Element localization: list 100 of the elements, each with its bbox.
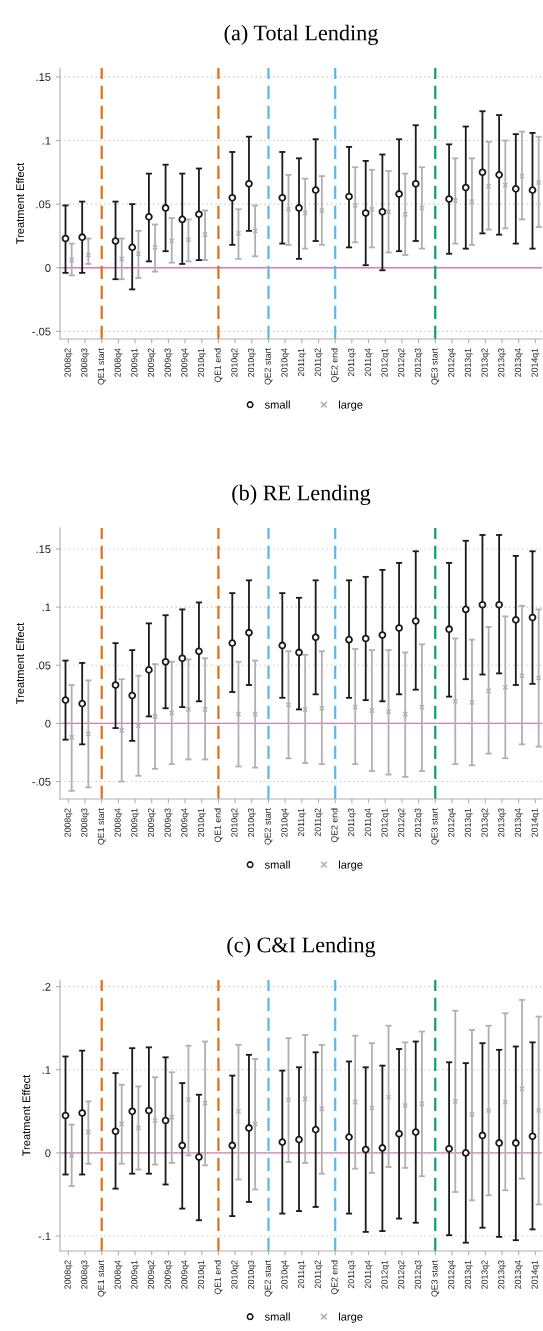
- legend-label: small: [264, 860, 290, 869]
- x-tick-label: 2012q2: [398, 348, 406, 377]
- x-tick-label: 2009q1: [131, 348, 140, 377]
- x-tick-label: 2011q1: [297, 808, 306, 837]
- x-tick-label: 2011q4: [364, 348, 373, 377]
- legend-label: small: [264, 400, 290, 409]
- x-tick-label: 2014q1: [531, 1260, 540, 1289]
- x-tick-label: 2010q3: [247, 1260, 256, 1289]
- x-tick-label: 2013q4: [514, 1260, 523, 1289]
- y-tick-label: .1: [42, 136, 51, 145]
- x-tick-label: 2013q4: [514, 808, 523, 837]
- y-tick-label: .05: [36, 200, 51, 209]
- x-tick-label: 2014q1: [531, 808, 540, 837]
- y-tick-label: .2: [42, 982, 51, 991]
- x-tick-label: QE1 start: [97, 348, 106, 385]
- chart-title: (b) RE Lending: [232, 484, 371, 506]
- x-tick-label: 2011q2: [314, 1260, 323, 1289]
- x-tick-label: QE2 end: [331, 808, 340, 843]
- x-tick-label: 2011q4: [364, 1260, 373, 1289]
- x-tick-label: 2011q2: [314, 348, 323, 377]
- x-tick-label: 2009q1: [131, 1260, 140, 1289]
- x-tick-label: QE2 start: [264, 348, 273, 385]
- y-tick-label: 0: [45, 264, 51, 272]
- x-tick-label: 2008q3: [81, 1260, 90, 1289]
- y-tick-label: .1: [42, 1066, 51, 1074]
- y-tick-label: .1: [42, 603, 51, 612]
- x-tick-label: 2008q3: [81, 348, 90, 377]
- x-tick-label: 2009q3: [164, 1260, 173, 1289]
- x-tick-label: QE1 start: [97, 1260, 106, 1297]
- chart-title: (c) C&I Lending: [227, 936, 376, 958]
- x-tick-label: 2008q4: [114, 1260, 123, 1289]
- x-tick-label: 2012q2: [398, 808, 406, 837]
- y-tick-label: -.05: [32, 327, 51, 336]
- x-tick-label: 2008q3: [81, 808, 90, 837]
- x-tick-label: QE1 end: [214, 348, 223, 383]
- x-tick-label: 2014q1: [531, 348, 540, 377]
- x-tick-label: 2013q2: [481, 808, 490, 837]
- legend-label: small: [264, 1312, 290, 1321]
- x-tick-label: 2013q2: [481, 1260, 490, 1289]
- x-tick-label: 2013q1: [464, 348, 473, 377]
- x-tick-label: QE3 start: [431, 1260, 440, 1297]
- x-tick-label: 2009q3: [164, 808, 173, 837]
- x-tick-label: QE2 end: [331, 1260, 340, 1295]
- x-tick-label: 2009q4: [181, 348, 190, 377]
- x-tick-label: 2013q1: [464, 808, 473, 837]
- x-tick-label: 2009q2: [147, 348, 156, 377]
- x-tick-label: 2009q4: [181, 808, 190, 837]
- x-tick-label: 2010q4: [281, 348, 290, 377]
- x-tick-label: 2008q2: [64, 808, 73, 837]
- x-tick-label: QE1 end: [214, 1260, 223, 1295]
- y-tick-label: 0: [45, 1149, 51, 1158]
- x-tick-label: 2010q2: [231, 808, 240, 837]
- x-tick-label: 2012q4: [448, 348, 457, 377]
- x-tick-label: QE3 start: [431, 808, 440, 845]
- x-tick-label: 2009q2: [147, 808, 156, 837]
- y-tick-label: -.05: [32, 777, 51, 786]
- x-tick-label: 2010q2: [231, 348, 240, 377]
- x-tick-label: 2013q1: [464, 1260, 473, 1289]
- legend-label: large: [339, 860, 363, 871]
- x-tick-label: QE2 end: [331, 348, 340, 383]
- x-tick-label: QE2 start: [264, 1260, 273, 1297]
- x-tick-label: QE2 start: [264, 808, 273, 845]
- y-axis-title: Treatment Effect: [15, 162, 25, 245]
- x-tick-label: 2012q3: [414, 348, 423, 377]
- x-tick-label: 2011q2: [314, 808, 323, 837]
- x-tick-label: 2012q3: [414, 808, 423, 837]
- chart-title: (a) Total Lending: [224, 24, 378, 46]
- x-tick-label: 2009q4: [181, 1260, 190, 1289]
- legend-label: large: [339, 1312, 363, 1323]
- y-tick-label: .05: [36, 661, 51, 670]
- x-tick-label: 2013q3: [498, 1260, 507, 1289]
- x-tick-label: QE3 start: [431, 348, 440, 385]
- x-tick-label: 2011q1: [297, 1260, 306, 1289]
- x-tick-label: 2010q1: [197, 808, 206, 837]
- legend-label: large: [339, 400, 363, 411]
- x-tick-label: QE1 start: [97, 808, 106, 845]
- x-tick-label: 2010q4: [281, 1260, 290, 1289]
- x-tick-label: 2012q4: [448, 808, 457, 837]
- x-tick-label: 2011q3: [348, 348, 356, 377]
- x-tick-label: 2010q1: [197, 348, 206, 377]
- x-tick-label: 2012q1: [381, 1260, 390, 1289]
- x-tick-label: 2013q3: [498, 348, 507, 377]
- x-tick-label: 2009q1: [131, 808, 140, 837]
- x-tick-label: 2012q3: [414, 1260, 423, 1289]
- y-tick-label: 0: [45, 719, 51, 728]
- y-axis-title: Treatment Effect: [22, 1074, 31, 1157]
- x-tick-label: 2010q4: [281, 808, 290, 837]
- x-tick-label: 2013q2: [481, 348, 490, 377]
- x-tick-label: 2010q1: [197, 1260, 206, 1289]
- x-tick-label: 2008q4: [114, 348, 123, 377]
- x-tick-label: 2009q2: [147, 1260, 156, 1289]
- x-tick-label: 2010q3: [247, 348, 256, 377]
- x-tick-label: 2012q4: [448, 1260, 457, 1289]
- x-tick-label: 2008q2: [64, 1260, 73, 1289]
- x-tick-label: 2013q3: [498, 808, 507, 837]
- y-tick-label: .15: [36, 73, 51, 82]
- x-tick-label: 2008q4: [114, 808, 123, 837]
- x-tick-label: 2012q1: [381, 348, 390, 377]
- x-tick-label: 2011q3: [348, 808, 356, 837]
- x-tick-label: 2012q2: [398, 1260, 406, 1289]
